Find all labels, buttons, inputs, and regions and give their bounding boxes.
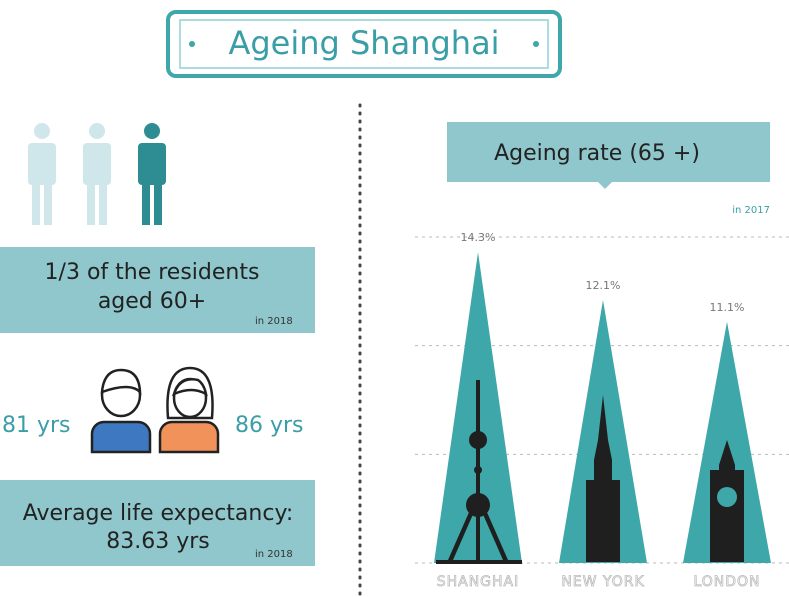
page: Ageing Shanghai 1/3 of the residents age…	[0, 0, 789, 597]
male-years: 81 yrs	[2, 413, 71, 438]
dot	[189, 41, 195, 47]
life-text: 83.63 yrs	[106, 529, 210, 554]
building	[436, 560, 522, 564]
chart-title: Ageing rate (65 +)	[494, 141, 700, 166]
chart-subtitle: in 2017	[732, 205, 770, 216]
x-tick-label: NEW YORK	[561, 574, 644, 590]
life-year: in 2018	[255, 549, 293, 560]
page-title: Ageing Shanghai	[228, 24, 499, 62]
value-label: 12.1%	[586, 279, 621, 292]
residents-year: in 2018	[255, 316, 293, 327]
female-years: 86 yrs	[235, 413, 304, 438]
life-text: Average life expectancy:	[23, 501, 294, 526]
x-tick-label: LONDON	[693, 574, 760, 590]
woman-icon	[160, 368, 218, 452]
x-tick-label: SHANGHAI	[437, 574, 520, 590]
dot	[533, 41, 539, 47]
building	[710, 470, 744, 562]
residents-text: 1/3 of the residents	[45, 260, 260, 285]
building	[469, 431, 487, 449]
people-icons	[28, 123, 166, 225]
man-icon	[92, 370, 150, 452]
value-label: 14.3%	[461, 231, 496, 244]
building	[717, 487, 737, 507]
residents-text: aged 60+	[98, 289, 206, 314]
pointer	[598, 182, 612, 189]
value-label: 11.1%	[710, 301, 745, 314]
building	[474, 466, 482, 474]
infographic: Ageing Shanghai 1/3 of the residents age…	[0, 0, 789, 597]
